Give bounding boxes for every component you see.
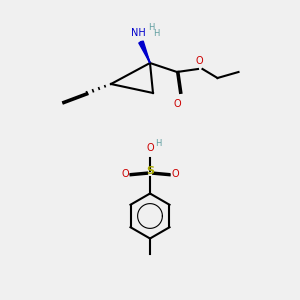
Text: H: H [148,22,155,32]
Text: O: O [196,56,203,66]
Text: H: H [153,28,159,38]
Text: O: O [171,169,179,179]
Text: H: H [155,139,162,148]
Text: NH: NH [130,28,146,38]
Text: O: O [121,169,129,179]
Polygon shape [139,41,150,63]
Text: O: O [173,99,181,109]
Text: S: S [146,166,154,176]
Text: O: O [146,143,154,153]
